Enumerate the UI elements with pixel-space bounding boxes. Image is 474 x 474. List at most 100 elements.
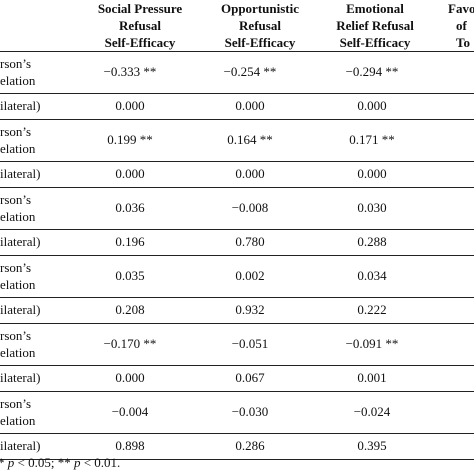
table-cell: 0.780 [235,234,265,249]
table-cell: 0.288 [357,234,387,249]
table-cell: 0.208 [115,302,145,317]
table-rule [0,391,474,392]
table-cell: 0.000 [357,98,387,113]
row-label-sig: ilateral) [0,98,41,113]
table-rule [0,119,474,120]
significance-row: ilateral) 0.000 0.000 0.000 [0,94,474,119]
header-emotional-relief: Emotional Relief Refusal Self-Efficacy [300,0,450,50]
table-rule [0,255,474,256]
header-line: Refusal [119,18,161,33]
row-label-correlation: elation [0,277,36,292]
table-cell: 0.001 [357,370,387,385]
row-label-sig: ilateral) [0,166,41,181]
row-label-correlation: elation [0,209,36,224]
header-opportunistic: Opportunistic Refusal Self-Efficacy [185,0,335,50]
table-cell: 0.000 [115,166,145,181]
row-label-sig: ilateral) [0,370,41,385]
correlation-row: rson’s elation 0.035 0.002 0.034 [0,256,474,297]
correlation-row: rson’s elation 0.036 −0.008 0.030 [0,188,474,229]
footnote-text: < 0.01. [80,455,121,470]
row-label-correlation: elation [0,345,36,360]
table-rule [0,459,474,460]
table-cell: −0.024 [353,404,391,419]
row-label-pearson: rson’s [0,396,32,411]
table-cell: 0.196 [115,234,145,249]
row-label-pearson: rson’s [0,260,32,275]
header-line: Self-Efficacy [104,35,176,50]
header-line: Self-Efficacy [224,35,296,50]
correlation-row: rson’s elation 0.199 ** 0.164 ** 0.171 ** [0,120,474,161]
table-rule [0,433,474,434]
significance-row: ilateral) 0.898 0.286 0.395 [0,434,474,459]
table-rule [0,323,474,324]
table-rule [0,229,474,230]
footnote-p: p [7,455,15,470]
row-label-sig: ilateral) [0,302,41,317]
table-footnote: * p < 0.05; ** p < 0.01. [0,455,120,471]
table-cell: 0.199 ** [107,132,153,147]
row-label-sig: ilateral) [0,234,41,249]
table-cell: 0.000 [235,98,265,113]
header-line: Relief Refusal [336,18,414,33]
table-rule [0,297,474,298]
table-cell: 0.286 [235,438,265,453]
header-line: Opportunistic [220,1,299,16]
table-cell: −0.051 [231,336,269,351]
table-cell: 0.898 [115,438,145,453]
table-cell: 0.171 ** [349,132,395,147]
row-label-correlation: elation [0,141,36,156]
table-cell: 0.395 [357,438,387,453]
table-cell: 0.000 [115,98,145,113]
table-cell: −0.091 ** [345,336,399,351]
table-cell: −0.030 [231,404,269,419]
correlation-row: rson’s elation −0.333 ** −0.254 ** −0.294 ** [0,52,474,93]
table-cell: 0.036 [115,200,145,215]
table-cell: 0.000 [357,166,387,181]
significance-row: ilateral) 0.000 0.067 0.001 [0,366,474,391]
table-rule [0,187,474,188]
correlation-row: rson’s elation −0.170 ** −0.051 −0.091 ** [0,324,474,365]
significance-row: ilateral) 0.000 0.000 0.000 [0,162,474,187]
table-rule [0,93,474,94]
row-label-sig: ilateral) [0,438,41,453]
header-favorable-truncated: Favo of To [448,0,474,50]
row-label-pearson: rson’s [0,328,32,343]
table-cell: −0.170 ** [103,336,157,351]
header-line: Social Pressure [97,1,183,16]
table-cell: 0.222 [357,302,387,317]
table-cell: 0.034 [357,268,387,283]
header-line: Emotional [346,1,404,16]
table-rule [0,51,474,52]
header-line: of [456,18,467,33]
row-label-pearson: rson’s [0,124,32,139]
table-cell: −0.294 ** [345,64,399,79]
row-label-pearson: rson’s [0,192,32,207]
table-cell: 0.000 [235,166,265,181]
row-label-pearson: rson’s [0,56,32,71]
header-line: Self-Efficacy [339,35,411,50]
table-cell: −0.333 ** [103,64,157,79]
table-cell: 0.067 [235,370,265,385]
significance-row: ilateral) 0.196 0.780 0.288 [0,230,474,255]
correlation-row: rson’s elation −0.004 −0.030 −0.024 [0,392,474,433]
table-cell: −0.008 [231,200,269,215]
table-cell: 0.030 [357,200,387,215]
table-cell: 0.000 [115,370,145,385]
header-line: To [456,35,470,50]
row-label-correlation: elation [0,413,36,428]
header-social-pressure: Social Pressure Refusal Self-Efficacy [65,0,215,50]
table-rule [0,161,474,162]
table-cell: 0.932 [235,302,265,317]
row-label-correlation: elation [0,73,36,88]
footnote-star: * [0,455,5,470]
header-line: Favo [448,1,474,16]
table-rule [0,365,474,366]
table-cell: −0.254 ** [223,64,277,79]
footnote-p: p [73,455,81,470]
table-cell: 0.164 ** [227,132,273,147]
table-cell: 0.035 [115,268,145,283]
table-cell: 0.002 [235,268,265,283]
significance-row: ilateral) 0.208 0.932 0.222 [0,298,474,323]
header-line: Refusal [239,18,281,33]
footnote-text: < 0.05; ** [14,455,74,470]
